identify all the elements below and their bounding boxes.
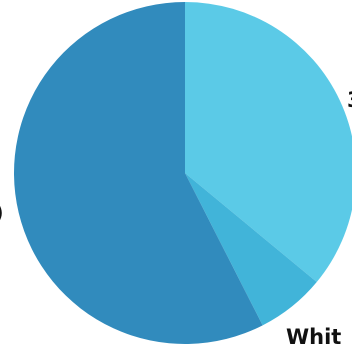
slice-label-right: 3 [347,88,352,112]
slice-label-white: Whit [286,325,341,347]
pie-slice-3 [13,1,263,344]
pie-slice-2 [185,173,317,326]
pie-slice-1 [185,2,352,282]
pie-slices [13,1,352,344]
slice-label-left: ) [0,201,4,225]
